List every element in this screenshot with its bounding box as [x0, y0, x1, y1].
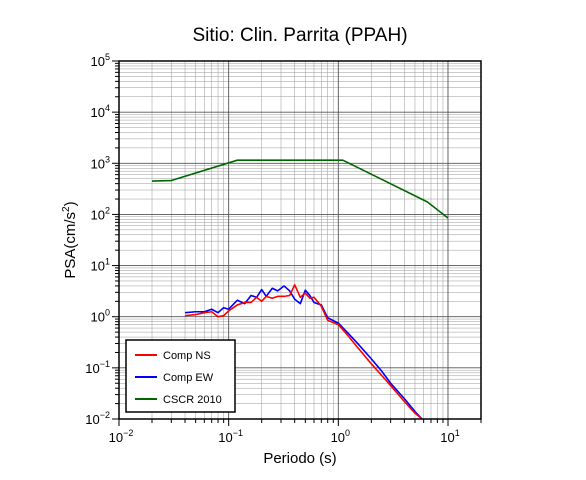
x-tick-label: 101 [440, 428, 459, 445]
x-tick-label-base: 10 [331, 430, 345, 445]
y-tick-label-base: 10 [85, 361, 99, 376]
y-tick-label-base: 10 [91, 105, 105, 120]
x-tick-label-base: 10 [109, 430, 123, 445]
y-tick-label-exp: 1 [105, 257, 110, 267]
series-line-comp-ew [184, 285, 423, 420]
y-tick-label: 10−2 [85, 410, 110, 427]
legend-label: Comp EW [163, 372, 214, 384]
y-tick-label: 100 [91, 308, 110, 325]
y-tick-label-exp: −2 [100, 410, 110, 420]
grid-minor [119, 61, 482, 419]
x-tick-label-base: 10 [218, 430, 232, 445]
x-tick-labels: 10−2 10−1 100 101 [109, 428, 460, 445]
y-tick-label-base: 10 [91, 54, 105, 69]
x-tick-label: 10−1 [218, 428, 243, 445]
y-tick-label-base: 10 [91, 156, 105, 171]
legend-items: Comp NS Comp EW CSCR 2010 [135, 350, 222, 406]
y-tick-label: 10−1 [85, 359, 110, 376]
legend-label: Comp NS [163, 350, 211, 362]
y-axis-label-close: ) [62, 201, 79, 206]
plot-frame [118, 60, 482, 420]
y-tick-label: 103 [91, 154, 110, 171]
series-layer [151, 159, 449, 420]
x-tick-label-base: 10 [440, 430, 454, 445]
y-axis-label: PSA(cm/s2) [61, 201, 79, 278]
legend: Comp NS Comp EW CSCR 2010 [125, 339, 236, 413]
series-line-cscr-2010 [151, 159, 449, 219]
y-tick-label-base: 10 [91, 310, 105, 325]
series-line-comp-ns [184, 284, 423, 420]
y-tick-label-base: 10 [91, 259, 105, 274]
x-tick-label: 10−2 [109, 428, 134, 445]
y-tick-label-exp: 2 [105, 205, 110, 215]
y-tick-label-exp: 3 [105, 154, 110, 164]
y-tick-label: 105 [91, 52, 110, 69]
y-tick-label: 102 [91, 205, 110, 222]
x-axis-label: Periodo (s) [263, 450, 336, 467]
x-tick-label-exp: −2 [123, 428, 133, 438]
y-tick-label-exp: 5 [105, 52, 110, 62]
y-tick-label: 104 [91, 103, 110, 120]
legend-label: CSCR 2010 [163, 394, 222, 406]
y-tick-label-base: 10 [85, 412, 99, 427]
y-tick-label: 101 [91, 257, 110, 274]
x-tick-label-exp: 1 [455, 428, 460, 438]
y-tick-label-exp: 0 [105, 308, 110, 318]
x-tick-label-exp: 0 [345, 428, 350, 438]
ticks-layer [112, 60, 482, 426]
y-axis-label-sup: 2 [61, 206, 72, 212]
x-tick-label: 100 [331, 428, 350, 445]
chart-title: Sitio: Clin. Parrita (PPAH) [192, 25, 407, 46]
y-axis-label-main: PSA(cm/s [62, 212, 79, 279]
y-tick-label-base: 10 [91, 207, 105, 222]
x-tick-label-exp: −1 [233, 428, 243, 438]
y-tick-label-exp: 4 [105, 103, 110, 113]
y-tick-label-exp: −1 [100, 359, 110, 369]
